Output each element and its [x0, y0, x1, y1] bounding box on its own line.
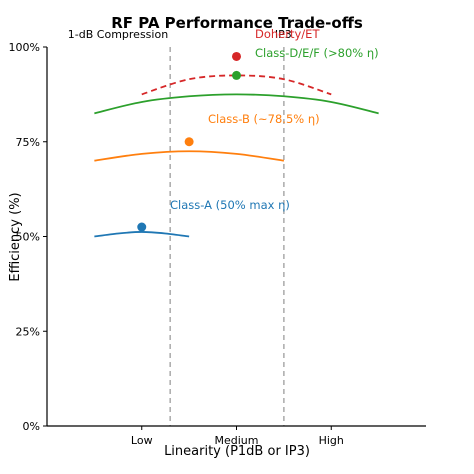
x-tick-label: Medium [215, 434, 259, 447]
axes: 0% 25% 50% 75% 100% Low Medium High [9, 41, 426, 447]
x-tick-label: Low [131, 434, 153, 447]
series-point [184, 137, 194, 147]
series-line [94, 150, 285, 162]
series-point [232, 51, 241, 61]
chart-title: RF PA Performance Trade-offs [111, 14, 363, 32]
series-points [137, 51, 241, 232]
reference-lines: 1-dB Compression IP3 [68, 28, 292, 426]
x-tick-label: High [319, 434, 344, 447]
reference-line-label: 1-dB Compression [68, 28, 168, 41]
series-label: Class-B (~78.5% η) [208, 112, 320, 126]
reference-line-label: IP3 [275, 28, 292, 41]
series-line [94, 231, 190, 238]
x-axis-label: Linearity (P1dB or IP3) [164, 444, 310, 459]
y-tick-label: 50% [16, 231, 40, 244]
y-tick-label: 25% [16, 325, 40, 338]
y-axis-label: Efficiency (%) [8, 192, 23, 281]
series-line [94, 93, 379, 115]
series-label: Class-A (50% max η) [170, 198, 290, 212]
series-line [141, 74, 332, 96]
series-annotations: Class-A (50% max η) Class-B (~78.5% η) Cla… [170, 27, 379, 212]
y-tick-label: 100% [9, 41, 40, 54]
series-curves [94, 74, 379, 238]
series-point [232, 70, 241, 80]
series-label: Doherty/ET [255, 27, 320, 41]
y-tick-label: 75% [16, 136, 40, 149]
series-label: Class-D/E/F (>80% η) [255, 46, 379, 60]
y-tick-label: 0% [23, 420, 40, 433]
series-point [137, 222, 147, 232]
